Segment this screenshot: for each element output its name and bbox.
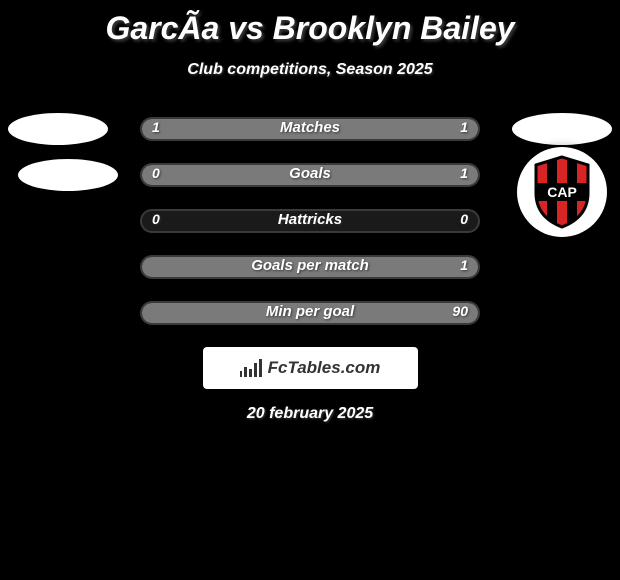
brand-logo: FcTables.com xyxy=(203,347,418,389)
stat-label: Goals xyxy=(289,165,331,182)
ellipse-icon xyxy=(18,159,118,191)
stat-label: Goals per match xyxy=(251,257,369,274)
stat-label: Hattricks xyxy=(278,211,342,228)
ellipse-icon xyxy=(512,113,612,145)
stat-bar: 1 Matches 1 xyxy=(140,117,480,141)
subtitle: Club competitions, Season 2025 xyxy=(0,61,620,79)
bar-chart-icon xyxy=(240,359,262,377)
ellipse-icon xyxy=(8,113,108,145)
stat-right-value: 0 xyxy=(460,211,468,227)
stat-bar: Min per goal 90 xyxy=(140,301,480,325)
stat-right-value: 1 xyxy=(460,257,468,273)
left-club-badge-1 xyxy=(8,113,108,145)
date-text: 20 february 2025 xyxy=(0,405,620,423)
stat-right-value: 1 xyxy=(460,119,468,135)
shield-band-text: CAP xyxy=(547,184,577,200)
stat-bar: 0 Hattricks 0 xyxy=(140,209,480,233)
brand-text: FcTables.com xyxy=(268,358,381,378)
stat-left-value: 1 xyxy=(152,119,160,135)
stat-label: Matches xyxy=(280,119,340,136)
stat-row: 1 Matches 1 xyxy=(0,117,620,141)
stats-list: 1 Matches 1 0 Goals 1 xyxy=(0,117,620,325)
stat-right-value: 1 xyxy=(460,165,468,181)
comparison-card: GarcÃ­a vs Brooklyn Bailey Club competit… xyxy=(0,0,620,440)
stat-row: Goals per match 1 xyxy=(0,255,620,279)
right-club-badge-1 xyxy=(512,113,612,145)
stat-label: Min per goal xyxy=(266,303,354,320)
stat-row: 0 Goals 1 xyxy=(0,163,620,187)
stat-row: Min per goal 90 xyxy=(0,301,620,325)
page-title: GarcÃ­a vs Brooklyn Bailey xyxy=(0,10,620,47)
stat-left-value: 0 xyxy=(152,165,160,181)
stat-left-value: 0 xyxy=(152,211,160,227)
stat-right-value: 90 xyxy=(452,303,468,319)
stat-bar: 0 Goals 1 xyxy=(140,163,480,187)
stat-bar: Goals per match 1 xyxy=(140,255,480,279)
stat-row: 0 Hattricks 0 xyxy=(0,209,620,233)
left-club-badge-2 xyxy=(18,159,118,191)
